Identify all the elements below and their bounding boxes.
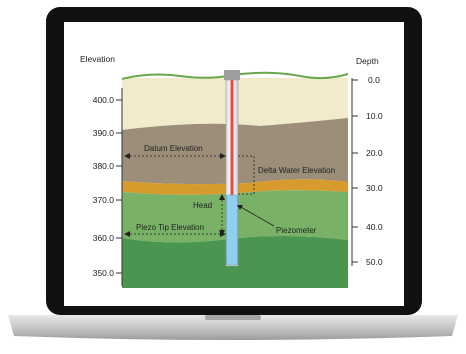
- piezo-tip-elevation-arrow: [124, 231, 226, 237]
- laptop-notch: [205, 315, 261, 320]
- head-label: Head: [193, 201, 212, 210]
- piezometer-cap: [224, 70, 240, 80]
- elevation-tick-label: 390.0: [93, 128, 115, 138]
- depth-tick-label: 20.0: [366, 148, 383, 158]
- elevation-tick-label: 370.0: [93, 195, 115, 205]
- elevation-tick-label: 400.0: [93, 95, 115, 105]
- piezometer-pipe-core: [230, 80, 234, 195]
- elevation-tick-label: 350.0: [93, 268, 115, 278]
- elevation-tick-label: 360.0: [93, 233, 115, 243]
- datum-elevation-arrow: [124, 153, 226, 159]
- piezo-tip-elevation-label: Piezo Tip Elevation: [136, 223, 204, 232]
- depth-axis: [351, 78, 358, 266]
- piezometer-pointer: [237, 205, 275, 227]
- datum-elevation-label: Datum Elevation: [144, 144, 203, 153]
- depth-tick-label: 10.0: [366, 111, 383, 121]
- depth-tick-label: 0.0: [368, 75, 380, 85]
- piezometer-water-column: [226, 194, 238, 266]
- delta-water-elevation-marker: [238, 155, 255, 195]
- depth-axis-title: Depth: [356, 56, 379, 66]
- depth-tick-label: 50.0: [366, 257, 383, 267]
- depth-tick-label: 40.0: [366, 222, 383, 232]
- laptop-base: [8, 315, 458, 340]
- depth-tick-label: 30.0: [366, 183, 383, 193]
- elevation-tick-label: 380.0: [93, 161, 115, 171]
- elevation-axis-title: Elevation: [80, 54, 115, 64]
- piezometer-label: Piezometer: [276, 226, 317, 235]
- delta-water-elevation-label: Delta Water Elevation: [258, 166, 335, 175]
- elevation-axis: [116, 88, 123, 286]
